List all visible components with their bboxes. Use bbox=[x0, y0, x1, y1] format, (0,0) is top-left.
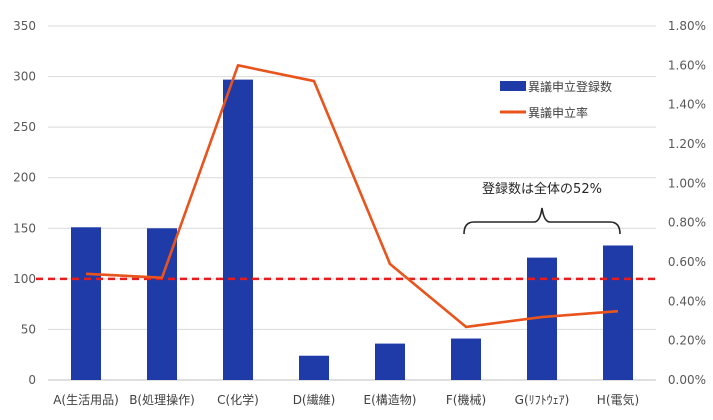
y-right-tick-label: 0.40% bbox=[668, 294, 706, 308]
y-left-tick-label: 300 bbox=[13, 70, 36, 84]
y-left-tick-label: 200 bbox=[13, 171, 36, 185]
rate-line bbox=[85, 64, 619, 329]
y-left-tick-label: 150 bbox=[13, 221, 36, 235]
line-series bbox=[85, 64, 619, 329]
y-right-tick-label: 0.20% bbox=[668, 334, 706, 348]
category-label: G(ﾘﾌﾄｳｪｱ) bbox=[515, 393, 570, 407]
y-right-tick-label: 1.60% bbox=[668, 58, 706, 72]
bar bbox=[451, 338, 481, 380]
bar-series bbox=[71, 79, 633, 380]
right-axis-ticks: 0.00% 0.20% 0.40% 0.60% 0.80% 1.00% 1.20% 1.40%… bbox=[668, 19, 706, 387]
category-label: D(繊維) bbox=[293, 393, 336, 407]
category-label: B(処理操作) bbox=[129, 392, 195, 407]
bar bbox=[223, 79, 253, 380]
legend-swatch-bar bbox=[500, 81, 526, 91]
bar bbox=[299, 355, 329, 380]
y-right-tick-label: 1.00% bbox=[668, 176, 706, 190]
bar bbox=[71, 227, 101, 380]
annotation-text: 登録数は全体の52% bbox=[482, 181, 602, 197]
category-label: H(電気) bbox=[597, 392, 639, 407]
legend-label-line: 異議申立率 bbox=[528, 105, 588, 120]
y-left-tick-label: 250 bbox=[13, 120, 36, 134]
category-label: C(化学) bbox=[217, 392, 259, 407]
y-left-tick-label: 100 bbox=[13, 272, 36, 286]
y-left-tick-label: 50 bbox=[21, 322, 36, 336]
category-label: A(生活用品) bbox=[53, 393, 119, 407]
category-labels: A(生活用品) B(処理操作) C(化学) D(繊維) E(構造物) F(機械) G(ﾘﾌﾄ… bbox=[53, 392, 639, 407]
y-left-tick-label: 350 bbox=[13, 19, 36, 33]
y-right-tick-label: 0.00% bbox=[668, 373, 706, 387]
annotation: 登録数は全体の52% bbox=[463, 181, 621, 235]
annotation-bracket bbox=[463, 207, 621, 235]
y-right-tick-label: 1.40% bbox=[668, 98, 706, 112]
y-right-tick-label: 0.60% bbox=[668, 255, 706, 269]
y-left-tick-label: 0 bbox=[28, 373, 36, 387]
category-label: F(機械) bbox=[446, 392, 486, 407]
y-right-tick-label: 1.20% bbox=[668, 137, 706, 151]
left-axis-ticks: 0 50 100 150 200 250 300 350 bbox=[13, 19, 36, 387]
y-right-tick-label: 0.80% bbox=[668, 216, 706, 230]
y-right-tick-label: 1.80% bbox=[668, 19, 706, 33]
category-label: E(構造物) bbox=[364, 393, 417, 407]
legend-label-bar: 異議申立登録数 bbox=[528, 79, 612, 94]
bar bbox=[375, 343, 405, 380]
